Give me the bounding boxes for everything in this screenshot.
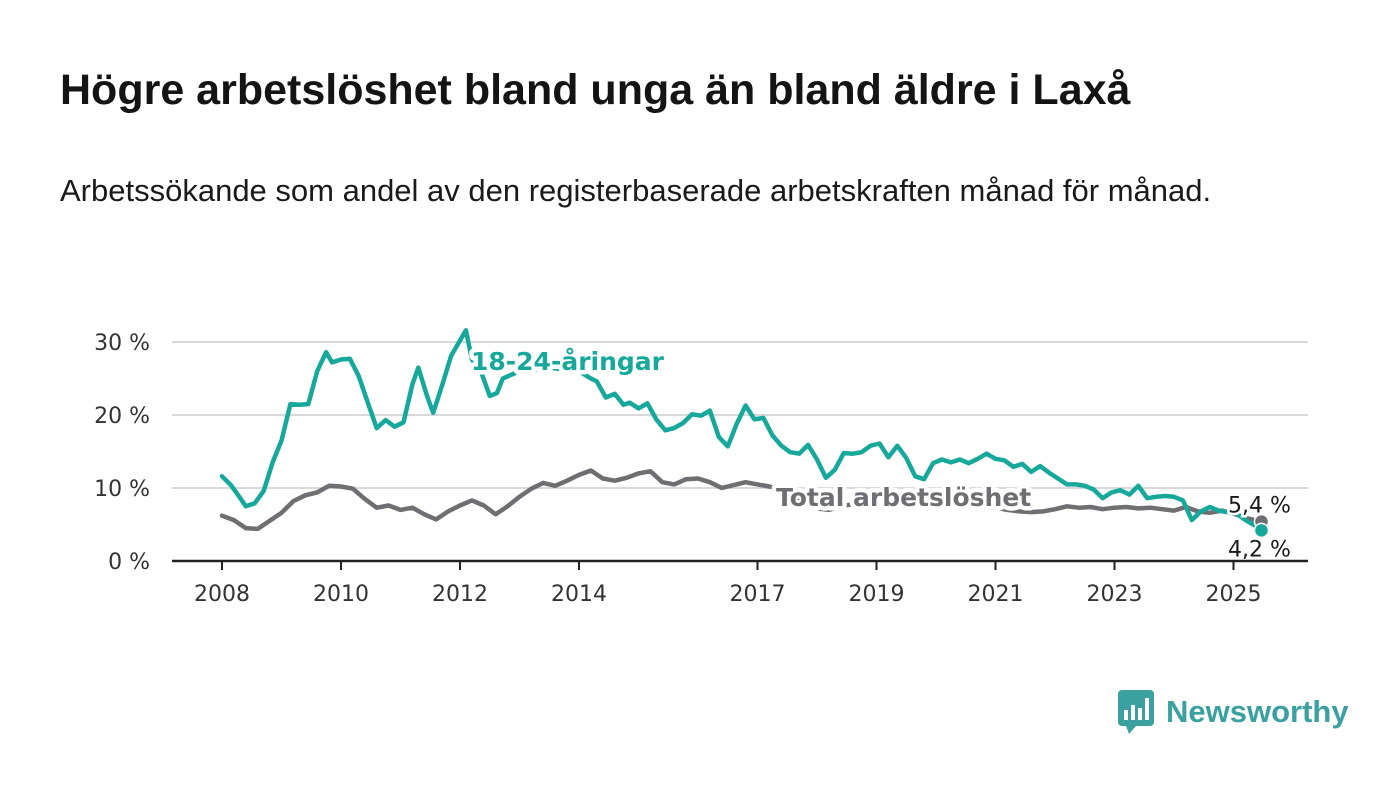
- youth-end-label: 4,2 %: [1228, 537, 1291, 562]
- y-tick-label: 20 %: [94, 404, 150, 429]
- total-series-line: [219, 468, 1264, 532]
- x-tick-label: 2025: [1206, 582, 1262, 607]
- axes: 0 % 10 % 20 % 30 % 2008 2010 2012 2014 2017 2019 2…: [94, 331, 1308, 607]
- brand-name: Newsworthy: [1166, 694, 1349, 729]
- bar-chart-speech-bubble-icon: [1118, 690, 1154, 734]
- youth-series-line: [219, 328, 1264, 533]
- total-series-label: Total arbetslöshet: [776, 483, 1031, 512]
- x-tick-label: 2017: [730, 582, 786, 607]
- series-labels: 5,4 % 4,2 % Total arbetslöshet 18-24-åringa…: [467, 343, 1294, 565]
- x-tick-label: 2023: [1087, 582, 1143, 607]
- y-tick-label: 30 %: [94, 331, 150, 356]
- youth-series-label: 18-24-åringar: [471, 347, 665, 376]
- y-tick-label: 0 %: [108, 550, 150, 575]
- x-tick-label: 2019: [849, 582, 905, 607]
- x-tick-label: 2014: [551, 582, 607, 607]
- x-tick-label: 2012: [432, 582, 488, 607]
- y-tick-label: 10 %: [94, 477, 150, 502]
- series-lines: [219, 328, 1264, 533]
- brand-logo: Newsworthy: [1118, 690, 1349, 734]
- youth-end-point: [1253, 522, 1270, 539]
- total-end-label: 5,4 %: [1228, 494, 1291, 519]
- x-tick-label: 2010: [313, 582, 369, 607]
- x-tick-label: 2008: [194, 582, 250, 607]
- chart-title: Högre arbetslöshet bland unga än bland ä…: [60, 66, 1131, 114]
- x-tick-label: 2021: [968, 582, 1024, 607]
- chart-subtitle: Arbetssökande som andel av den registerb…: [60, 173, 1212, 208]
